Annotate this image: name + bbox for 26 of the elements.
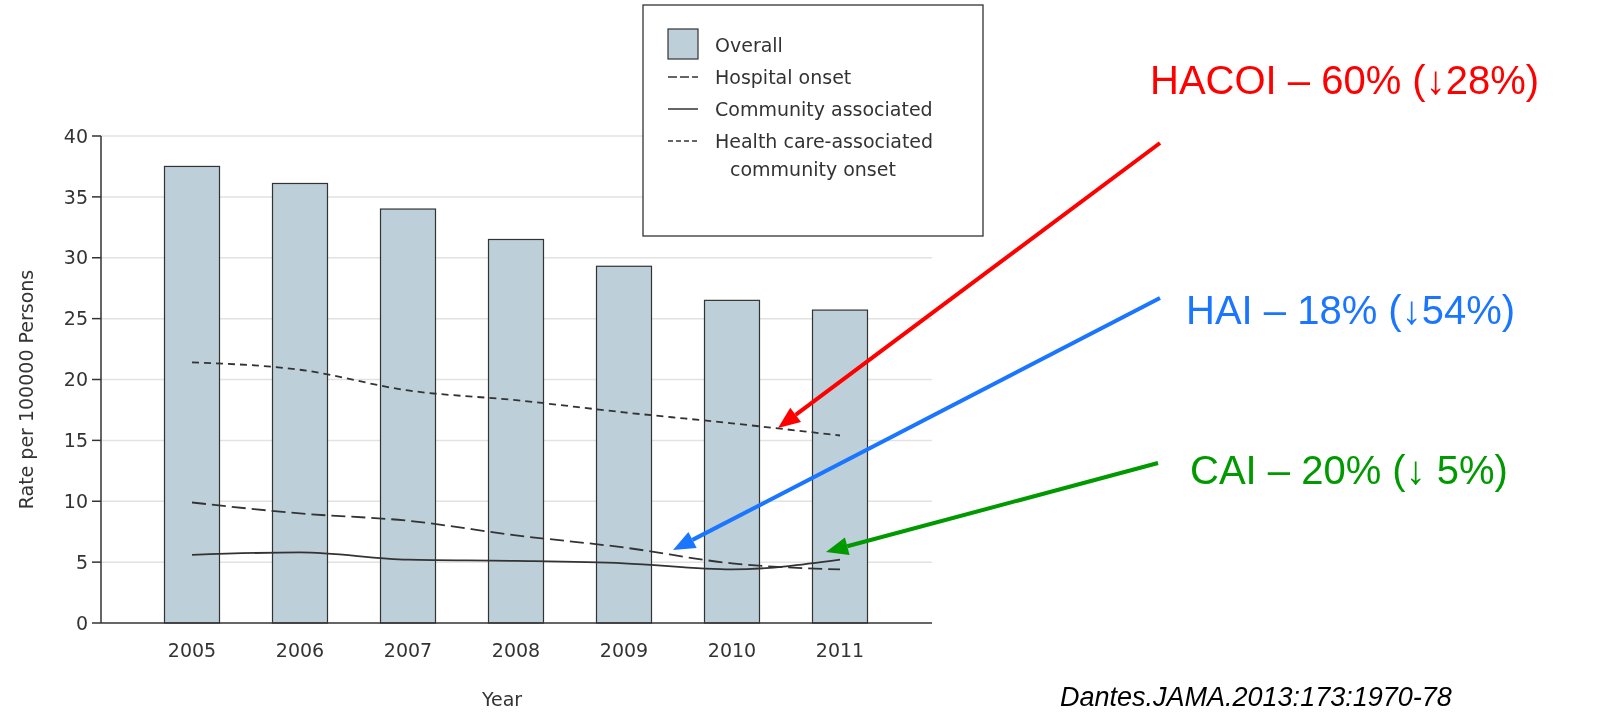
- y-tick-label: 30: [63, 246, 88, 269]
- x-tick-label: 2010: [707, 639, 757, 661]
- text: HAI – 18% (↓54%): [1186, 288, 1516, 332]
- y-tick-label: 25: [63, 307, 88, 330]
- y-tick-label: 0: [75, 611, 88, 634]
- x-tick-label: 2006: [275, 639, 325, 661]
- y-tick-label: 40: [63, 124, 88, 147]
- text: HACOI – 60% (↓28%): [1150, 58, 1540, 102]
- legend-label: Hospital onset: [715, 66, 852, 88]
- x-axis-title: Year: [480, 688, 523, 710]
- legend-label: Community associated: [715, 98, 933, 120]
- text: Dantes.JAMA.2013:173:1970-78: [1060, 682, 1452, 712]
- y-tick-label: 20: [63, 368, 88, 391]
- x-tick-label: 2011: [815, 639, 865, 661]
- text: CAI – 20% (↓ 5%): [1190, 448, 1508, 492]
- x-tick-label: 2005: [167, 639, 217, 661]
- legend-label: Health care-associated community onset: [715, 130, 934, 180]
- x-tick-label: 2009: [599, 639, 649, 661]
- y-tick-label: 35: [63, 185, 88, 208]
- y-axis-title: Rate per 100000 Persons: [15, 269, 37, 510]
- x-tick-label: 2008: [491, 639, 541, 661]
- y-tick-label: 15: [63, 429, 88, 452]
- x-tick-label: 2007: [383, 639, 433, 661]
- legend-label: Overall: [715, 34, 783, 56]
- y-tick-label: 10: [63, 489, 88, 512]
- y-tick-label: 5: [75, 550, 88, 573]
